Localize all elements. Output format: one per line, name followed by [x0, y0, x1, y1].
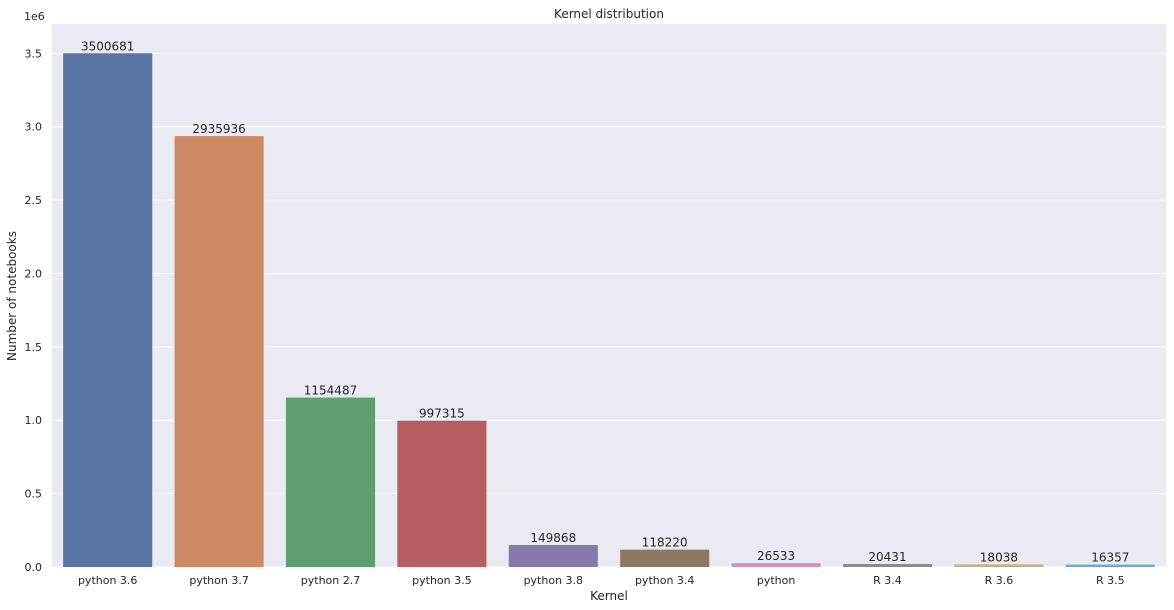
x-tick-label: R 3.5	[1096, 574, 1125, 587]
bar	[954, 564, 1044, 567]
data-label: 149868	[530, 531, 576, 545]
bar	[731, 563, 821, 567]
bars	[63, 53, 1155, 568]
data-label: 3500681	[81, 39, 134, 53]
y-tick-label: 1.5	[25, 341, 43, 354]
x-axis-label: Kernel	[590, 589, 628, 603]
x-tick-label: python	[757, 574, 796, 587]
x-tick-label: R 3.4	[873, 574, 902, 587]
y-tick-labels: 0.0 0.5 1.0 1.5 2.0 2.5 3.0 3.5	[25, 47, 43, 574]
data-label: 2935936	[192, 122, 245, 136]
y-tick-label: 3.0	[25, 121, 43, 134]
y-tick-label: 1.0	[25, 414, 43, 427]
y-tick-label: 3.5	[25, 47, 43, 60]
bar	[842, 564, 933, 567]
x-tick-labels: python 3.6 python 3.7 python 2.7 python 3.5…	[78, 574, 1125, 587]
y-tick-label: 2.0	[25, 267, 43, 280]
y-tick-label: 2.5	[25, 194, 43, 207]
data-labels: 3500681 2935936 1154487 997315 149868 118220 2…	[81, 39, 1129, 564]
bar	[174, 136, 264, 567]
x-tick-label: python 2.7	[301, 574, 360, 587]
chart-title: Kernel distribution	[554, 7, 664, 21]
x-tick-label: python 3.7	[189, 574, 248, 587]
y-tick-label: 0.0	[25, 561, 43, 574]
bar	[63, 53, 153, 568]
x-tick-label: R 3.6	[985, 574, 1014, 587]
bar	[285, 397, 376, 567]
bar	[508, 545, 598, 567]
x-tick-label: python 3.8	[524, 574, 583, 587]
x-tick-label: python 3.6	[78, 574, 137, 587]
data-label: 20431	[868, 550, 906, 564]
x-tick-label: python 3.4	[635, 574, 694, 587]
x-tick-label: python 3.5	[412, 574, 471, 587]
bar	[1065, 564, 1155, 567]
y-axis-label: Number of notebooks	[5, 231, 19, 361]
data-label: 26533	[757, 549, 795, 563]
data-label: 997315	[419, 407, 465, 421]
y-axis-scale-label: 1e6	[24, 10, 45, 23]
bar	[397, 420, 487, 567]
data-label: 118220	[642, 536, 688, 550]
bar	[620, 549, 710, 567]
data-label: 18038	[980, 550, 1018, 564]
y-tick-label: 0.5	[25, 488, 43, 501]
data-label: 1154487	[304, 384, 357, 398]
data-label: 16357	[1091, 551, 1129, 565]
